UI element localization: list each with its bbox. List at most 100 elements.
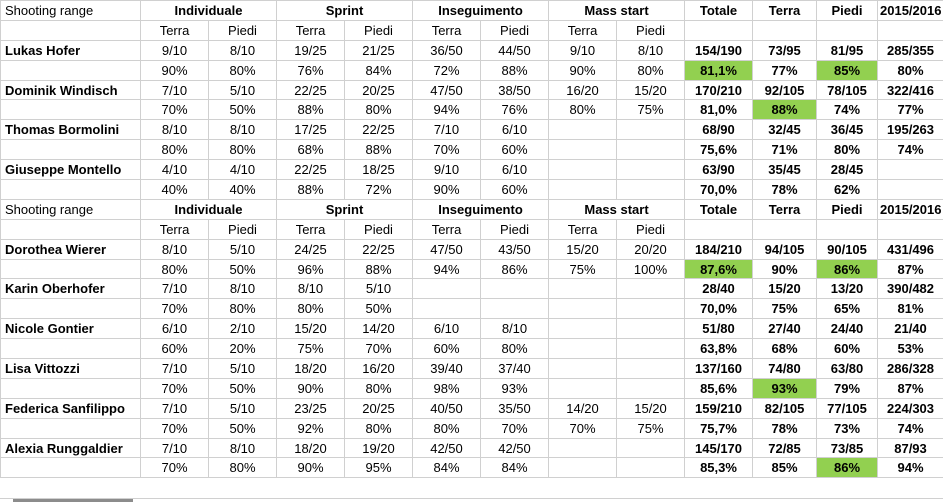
cell-2015-2016-pct[interactable]: 81% (877, 298, 943, 320)
cell-inseguimento-terra[interactable]: 7/10 (412, 119, 481, 141)
header-group-individuale[interactable]: Individuale (140, 0, 277, 21)
cell-mass-start-piedi-pct[interactable]: 100% (616, 258, 686, 280)
cell-piedi-pct[interactable]: 85% (816, 59, 879, 81)
cell[interactable] (684, 19, 754, 41)
cell-inseguimento-piedi-pct[interactable]: 84% (479, 457, 550, 479)
cell[interactable] (0, 139, 141, 161)
cell-piedi[interactable]: 77/105 (816, 397, 879, 419)
cell-piedi[interactable]: 28/45 (816, 159, 879, 181)
cell-inseguimento-terra-pct[interactable] (412, 298, 481, 320)
cell-piedi[interactable]: 90/105 (816, 238, 879, 260)
cell-sprint-terra-pct[interactable]: 88% (276, 99, 345, 121)
cell-individuale-piedi-pct[interactable]: 40% (208, 179, 277, 200)
cell-mass-start-piedi-pct[interactable]: 75% (616, 99, 686, 121)
cell-totale[interactable]: 154/190 (684, 39, 754, 61)
cell-inseguimento-piedi-pct[interactable]: 70% (479, 417, 550, 439)
cell-inseguimento-piedi[interactable]: 35/50 (479, 397, 550, 419)
cell-individuale-terra-pct[interactable]: 70% (140, 377, 209, 399)
cell-individuale-piedi[interactable]: 5/10 (208, 397, 277, 419)
cell-totale[interactable]: 28/40 (684, 278, 754, 300)
cell-sprint-terra-pct[interactable]: 80% (276, 298, 345, 320)
cell-individuale-piedi[interactable]: 8/10 (208, 39, 277, 61)
cell-sprint-piedi[interactable]: 20/25 (344, 79, 413, 101)
cell-totale[interactable]: 170/210 (684, 79, 754, 101)
cell[interactable] (752, 218, 818, 240)
cell-individuale-terra[interactable]: 6/10 (140, 318, 209, 340)
athlete-name-cell[interactable]: Alexia Runggaldier (0, 437, 141, 459)
cell-inseguimento-piedi-pct[interactable]: 93% (479, 377, 550, 399)
cell-sprint-terra[interactable]: 18/20 (276, 437, 345, 459)
cell-terra-pct[interactable]: 90% (752, 258, 818, 280)
cell-2015-2016-pct[interactable]: 74% (877, 139, 943, 161)
cell-mass-start-terra[interactable] (548, 278, 618, 300)
cell-inseguimento-terra[interactable]: 40/50 (412, 397, 481, 419)
cell-2015-2016[interactable]: 286/328 (877, 358, 943, 379)
cell-inseguimento-terra-pct[interactable]: 70% (412, 139, 481, 161)
header-summary-2015-2016[interactable]: 2015/2016 (877, 198, 943, 220)
athlete-name-cell[interactable]: Lukas Hofer (0, 39, 141, 61)
header-summary-piedi[interactable]: Piedi (816, 198, 879, 220)
cell-inseguimento-piedi[interactable]: 6/10 (479, 159, 550, 181)
cell-totale[interactable]: 51/80 (684, 318, 754, 340)
cell-individuale-piedi-pct[interactable]: 50% (208, 377, 277, 399)
cell-individuale-terra-pct[interactable]: 80% (140, 258, 209, 280)
cell-sprint-piedi[interactable]: 20/25 (344, 397, 413, 419)
cell-individuale-terra-pct[interactable]: 70% (140, 417, 209, 439)
cell-inseguimento-piedi-pct[interactable]: 86% (479, 258, 550, 280)
cell-sprint-piedi[interactable]: 22/25 (344, 238, 413, 260)
cell-terra[interactable]: 74/80 (752, 358, 818, 379)
athlete-name-cell[interactable]: Lisa Vittozzi (0, 358, 141, 379)
cell-terra[interactable]: 73/95 (752, 39, 818, 61)
cell-mass-start-terra-pct[interactable] (548, 457, 618, 479)
athlete-name-cell[interactable]: Dorothea Wierer (0, 238, 141, 260)
cell-mass-start-terra[interactable]: 9/10 (548, 39, 618, 61)
cell-sprint-piedi[interactable]: 22/25 (344, 119, 413, 141)
cell-mass-start-terra-pct[interactable] (548, 377, 618, 399)
cell-inseguimento-piedi[interactable]: 43/50 (479, 238, 550, 260)
cell-totale[interactable]: 63/90 (684, 159, 754, 181)
cell[interactable] (0, 377, 141, 399)
cell-totale-pct[interactable]: 81,1% (684, 59, 754, 81)
header-summary-terra[interactable]: Terra (752, 198, 818, 220)
cell[interactable] (0, 258, 141, 280)
cell-piedi[interactable]: 78/105 (816, 79, 879, 101)
header-stance-piedi[interactable]: Piedi (616, 218, 686, 240)
cell-sprint-piedi-pct[interactable]: 80% (344, 377, 413, 399)
header-stance-piedi[interactable]: Piedi (208, 218, 277, 240)
header-summary-piedi[interactable]: Piedi (816, 0, 879, 21)
cell-inseguimento-terra[interactable]: 39/40 (412, 358, 481, 379)
cell-individuale-piedi[interactable]: 5/10 (208, 79, 277, 101)
athlete-name-cell[interactable]: Dominik Windisch (0, 79, 141, 101)
cell-sprint-terra-pct[interactable]: 68% (276, 139, 345, 161)
cell[interactable] (0, 338, 141, 360)
cell-piedi-pct[interactable]: 62% (816, 179, 879, 200)
cell-individuale-piedi-pct[interactable]: 80% (208, 59, 277, 81)
cell-sprint-terra[interactable]: 22/25 (276, 159, 345, 181)
cell-mass-start-terra-pct[interactable] (548, 298, 618, 320)
cell-sprint-terra[interactable]: 15/20 (276, 318, 345, 340)
cell-totale[interactable]: 159/210 (684, 397, 754, 419)
cell-totale[interactable]: 137/160 (684, 358, 754, 379)
cell-individuale-terra-pct[interactable]: 70% (140, 99, 209, 121)
cell-sprint-piedi-pct[interactable]: 88% (344, 139, 413, 161)
athlete-name-cell[interactable]: Giuseppe Montello (0, 159, 141, 181)
cell-piedi-pct[interactable]: 79% (816, 377, 879, 399)
cell-terra[interactable]: 94/105 (752, 238, 818, 260)
athlete-name-cell[interactable]: Thomas Bormolini (0, 119, 141, 141)
cell-inseguimento-terra[interactable]: 47/50 (412, 79, 481, 101)
cell-piedi[interactable]: 36/45 (816, 119, 879, 141)
cell-mass-start-terra[interactable]: 16/20 (548, 79, 618, 101)
cell-sprint-terra-pct[interactable]: 88% (276, 179, 345, 200)
cell[interactable] (684, 218, 754, 240)
cell-piedi-pct[interactable]: 86% (816, 457, 879, 479)
cell-mass-start-piedi[interactable]: 15/20 (616, 397, 686, 419)
cell-individuale-piedi[interactable]: 4/10 (208, 159, 277, 181)
cell-individuale-terra[interactable]: 4/10 (140, 159, 209, 181)
cell-sprint-terra[interactable]: 23/25 (276, 397, 345, 419)
cell-mass-start-piedi-pct[interactable]: 80% (616, 59, 686, 81)
cell-sprint-terra-pct[interactable]: 96% (276, 258, 345, 280)
cell-sprint-piedi-pct[interactable]: 80% (344, 417, 413, 439)
cell-mass-start-piedi[interactable]: 20/20 (616, 238, 686, 260)
header-stance-terra[interactable]: Terra (276, 19, 345, 41)
cell-totale[interactable]: 68/90 (684, 119, 754, 141)
